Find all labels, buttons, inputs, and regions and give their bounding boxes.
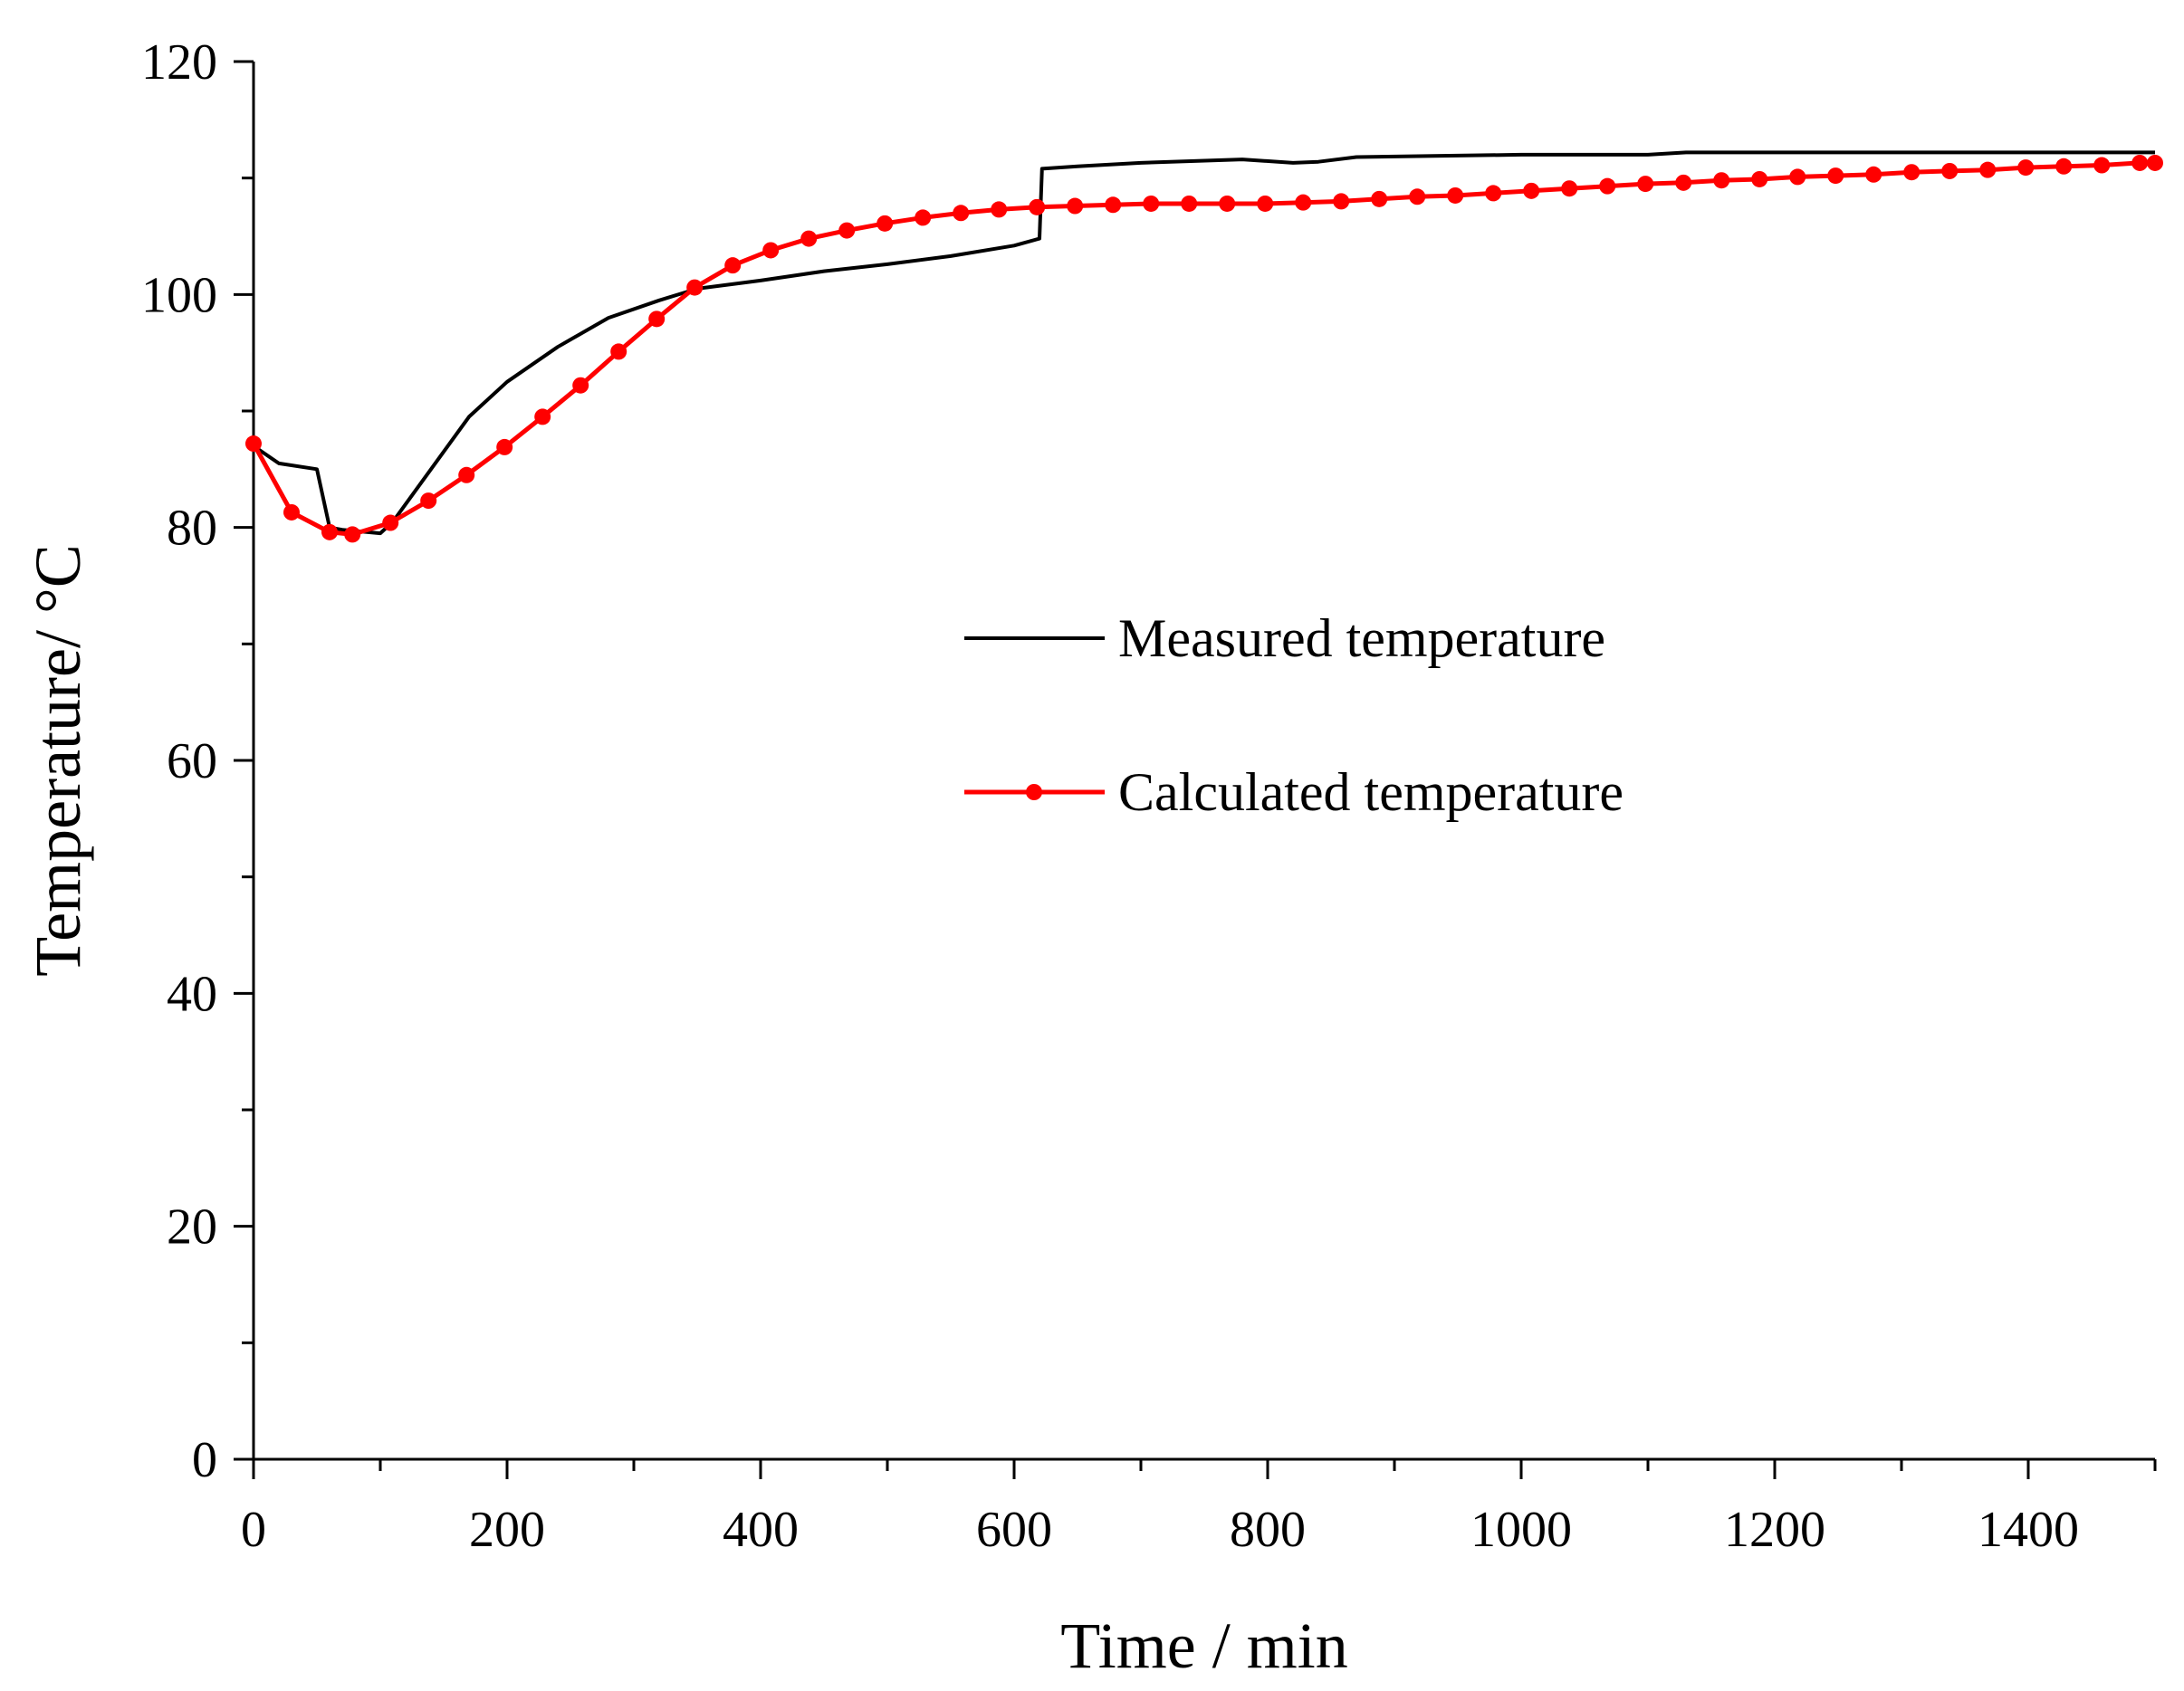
y-tick-label: 100 [141,267,217,323]
legend-item-measured-temperature: Measured temperature [964,608,1605,668]
y-tick-label: 0 [192,1432,217,1488]
calculated-temperature-point [1523,182,1540,199]
y-tick-label: 80 [167,501,217,557]
calculated-temperature-point [915,209,932,226]
calculated-temperature-point [321,523,338,540]
x-tick-label: 200 [469,1502,545,1558]
calculated-temperature-point [2055,158,2073,175]
calculated-temperature-point [1029,198,1046,215]
calculated-temperature-point [1941,162,1959,179]
calculated-temperature-point [1181,195,1198,212]
calculated-temperature-point [1371,190,1388,207]
calculated-temperature-point [838,222,856,239]
calculated-temperature-point [458,466,475,483]
calculated-temperature-point [610,343,627,360]
calculated-temperature-point [1675,174,1692,191]
measured-temperature-line [252,150,2155,536]
calculated-temperature-point [1067,197,1084,215]
calculated-temperature-point [534,408,551,425]
calculated-temperature-point [1105,196,1122,214]
x-tick-label: 600 [976,1502,1052,1558]
calculated-temperature-point [1865,166,1882,183]
calculated-temperature-point [1409,188,1426,205]
x-tick-label: 400 [723,1502,799,1558]
calculated-temperature-point [1903,164,1921,181]
calculated-temperature-point [1713,172,1730,189]
x-tick-label: 1200 [1724,1502,1825,1558]
calculated-temperature-point [648,310,666,328]
calculated-temperature-point [1143,195,1160,212]
calculated-temperature-point [1257,195,1274,212]
x-tick-label: 800 [1230,1502,1306,1558]
calculated-temperature-point [245,435,262,453]
y-tick-label: 60 [167,733,217,789]
legend-marker-calculated-temperature [1026,784,1042,800]
legend-label-measured-temperature: Measured temperature [1118,608,1605,668]
y-tick-label: 20 [167,1199,217,1256]
calculated-temperature-point [1219,195,1236,212]
calculated-temperature-point [1295,194,1312,211]
calculated-temperature-point [283,503,300,521]
plot-area [245,150,2163,543]
calculated-temperature-series [245,154,2163,543]
y-tick-label: 120 [141,34,217,91]
legend: Measured temperature Calculated temperatu… [964,608,1624,822]
calculated-temperature-point [1637,176,1654,193]
calculated-temperature-point [762,242,780,259]
calculated-temperature-point [420,492,437,510]
calculated-temperature-point [1447,186,1464,204]
calculated-temperature-point [344,526,361,543]
calculated-temperature-point [953,205,970,222]
calculated-temperature-point [496,438,513,455]
calculated-temperature-point [2017,159,2035,177]
calculated-temperature-point [1751,170,1768,187]
calculated-temperature-point [800,230,818,247]
calculated-temperature-point [572,377,589,394]
x-axis-title: Time / min [1060,1610,1347,1682]
calculated-temperature-point [2131,154,2149,171]
calculated-temperature-point [1485,185,1502,202]
calculated-temperature-point [1827,167,1844,185]
x-tick-label: 1400 [1978,1502,2079,1558]
calculated-temperature-point [2147,154,2163,171]
calculated-temperature-point [1333,193,1350,210]
measured-temperature-series [252,150,2155,536]
calculated-temperature-point [1979,161,1997,178]
axes: 0 200 400 600 800 1000 1200 1400 0 20 40 60 80 100 120 [141,34,2157,1558]
legend-item-calculated-temperature: Calculated temperature [964,762,1624,822]
calculated-temperature-point [1789,168,1806,186]
calculated-temperature-point [991,201,1008,218]
calculated-temperature-line [251,160,2155,537]
y-axis-title: Temperature/ °C [22,544,94,977]
x-tick-label: 0 [241,1502,266,1558]
calculated-temperature-point [1561,180,1578,197]
calculated-temperature-point [724,257,742,274]
calculated-temperature-point [686,279,704,296]
calculated-temperature-point [2093,157,2111,174]
calculated-temperature-point [876,215,894,232]
calculated-temperature-point [1599,177,1616,195]
y-tick-label: 40 [167,966,217,1022]
legend-label-calculated-temperature: Calculated temperature [1118,762,1624,822]
x-tick-label: 1000 [1470,1502,1572,1558]
calculated-temperature-point [382,514,399,531]
